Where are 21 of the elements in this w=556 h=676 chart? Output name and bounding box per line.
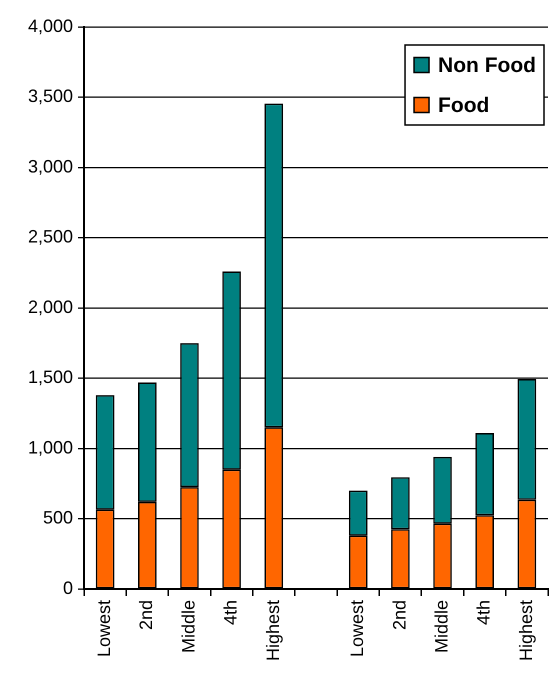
x-tick-label: Middle — [432, 600, 452, 654]
x-tick-label: 4th — [474, 600, 494, 626]
y-tick-label: 3,000 — [28, 156, 73, 176]
y-tick-label: 2,000 — [28, 296, 73, 317]
y-tick-label: 0 — [62, 578, 73, 598]
y-tick-label: 2,500 — [28, 226, 73, 247]
x-tick-label: 4th — [220, 600, 241, 626]
y-tick-label: 1,500 — [28, 367, 73, 388]
legend-label: Non Food — [438, 54, 536, 77]
legend-label: Food — [438, 94, 490, 117]
x-tick-label: Highest — [262, 600, 283, 662]
y-tick-label: 1,000 — [28, 437, 73, 458]
x-tick-label: Middle — [178, 600, 198, 654]
y-tick-label: 500 — [42, 508, 73, 528]
x-tick-label: 2nd — [389, 600, 410, 630]
x-tick-label: 2nd — [136, 600, 156, 630]
x-tick-label: Highest — [516, 600, 536, 662]
x-tick-label: Lowest — [94, 600, 114, 658]
x-tick-label: Lowest — [347, 600, 368, 658]
y-tick-label: 4,000 — [28, 16, 73, 36]
y-tick-label: 3,500 — [28, 86, 73, 106]
